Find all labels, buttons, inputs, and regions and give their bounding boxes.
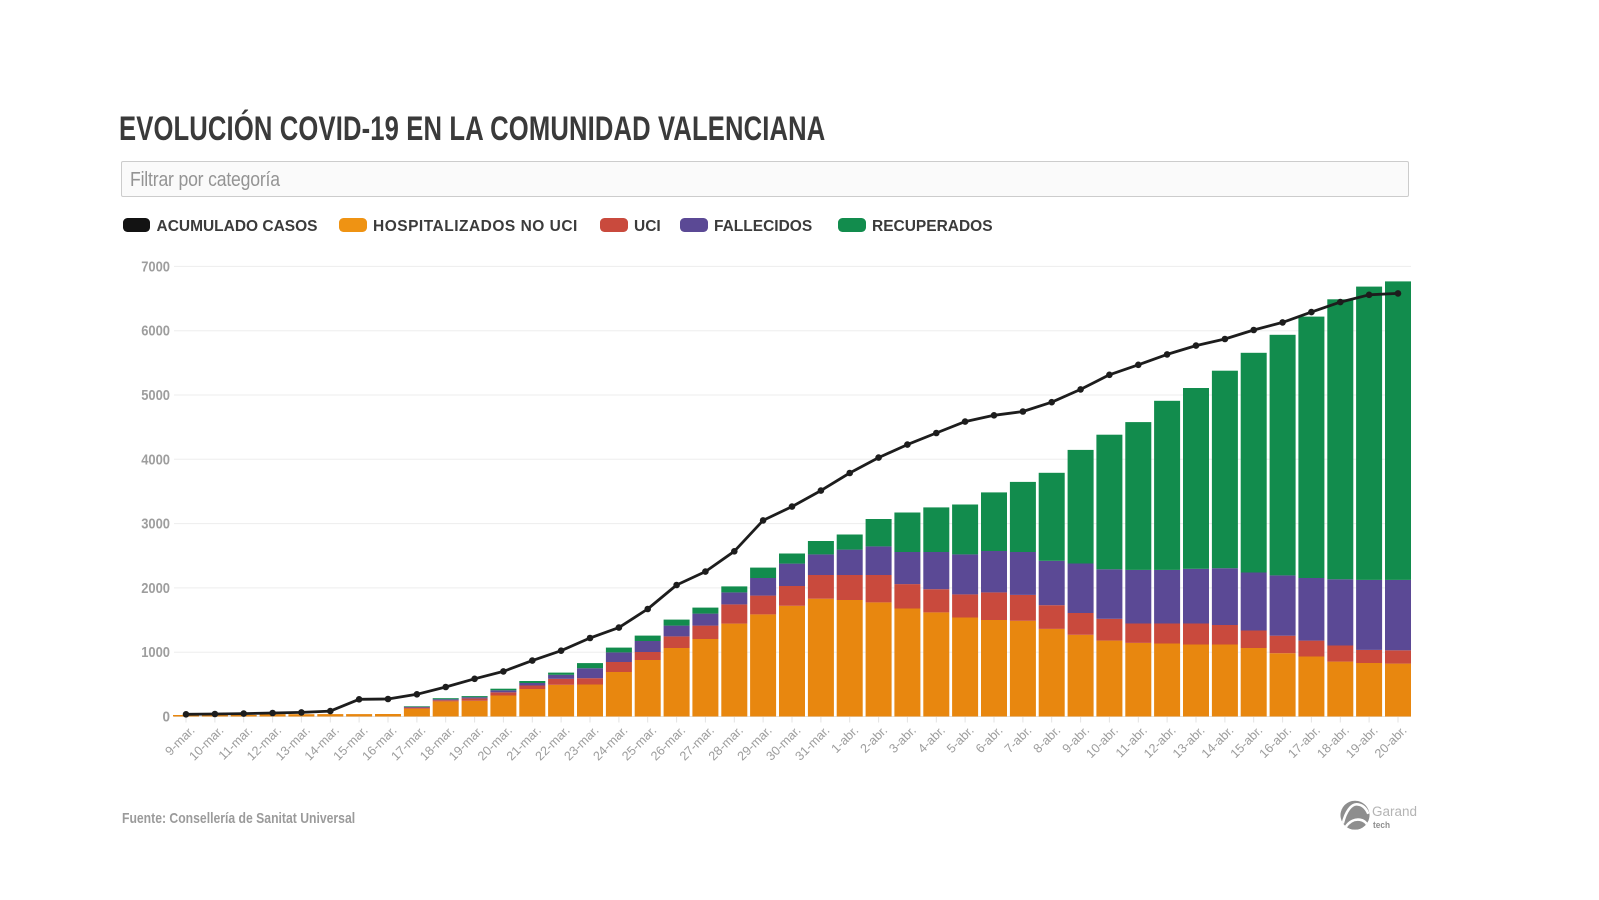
svg-text:20-abr.: 20-abr.	[1372, 723, 1410, 761]
svg-text:6-abr.: 6-abr.	[973, 723, 1006, 756]
svg-text:Garand: Garand	[1372, 804, 1417, 819]
svg-text:1-abr.: 1-abr.	[829, 723, 862, 756]
svg-text:7-abr.: 7-abr.	[1002, 723, 1035, 756]
svg-text:4000: 4000	[141, 452, 170, 468]
svg-text:6000: 6000	[141, 324, 170, 340]
svg-text:3000: 3000	[141, 517, 170, 533]
svg-text:7000: 7000	[141, 259, 170, 275]
svg-text:4-abr.: 4-abr.	[915, 723, 948, 756]
svg-text:1000: 1000	[141, 645, 170, 661]
svg-text:2000: 2000	[141, 581, 170, 597]
svg-text:5-abr.: 5-abr.	[944, 723, 977, 756]
svg-text:0: 0	[163, 710, 171, 726]
svg-text:10-abr.: 10-abr.	[1083, 723, 1121, 761]
svg-text:8-abr.: 8-abr.	[1031, 723, 1064, 756]
svg-text:5000: 5000	[141, 388, 170, 404]
svg-text:3-abr.: 3-abr.	[886, 723, 919, 756]
svg-text:2-abr.: 2-abr.	[858, 723, 891, 756]
svg-text:tech: tech	[1373, 820, 1390, 831]
